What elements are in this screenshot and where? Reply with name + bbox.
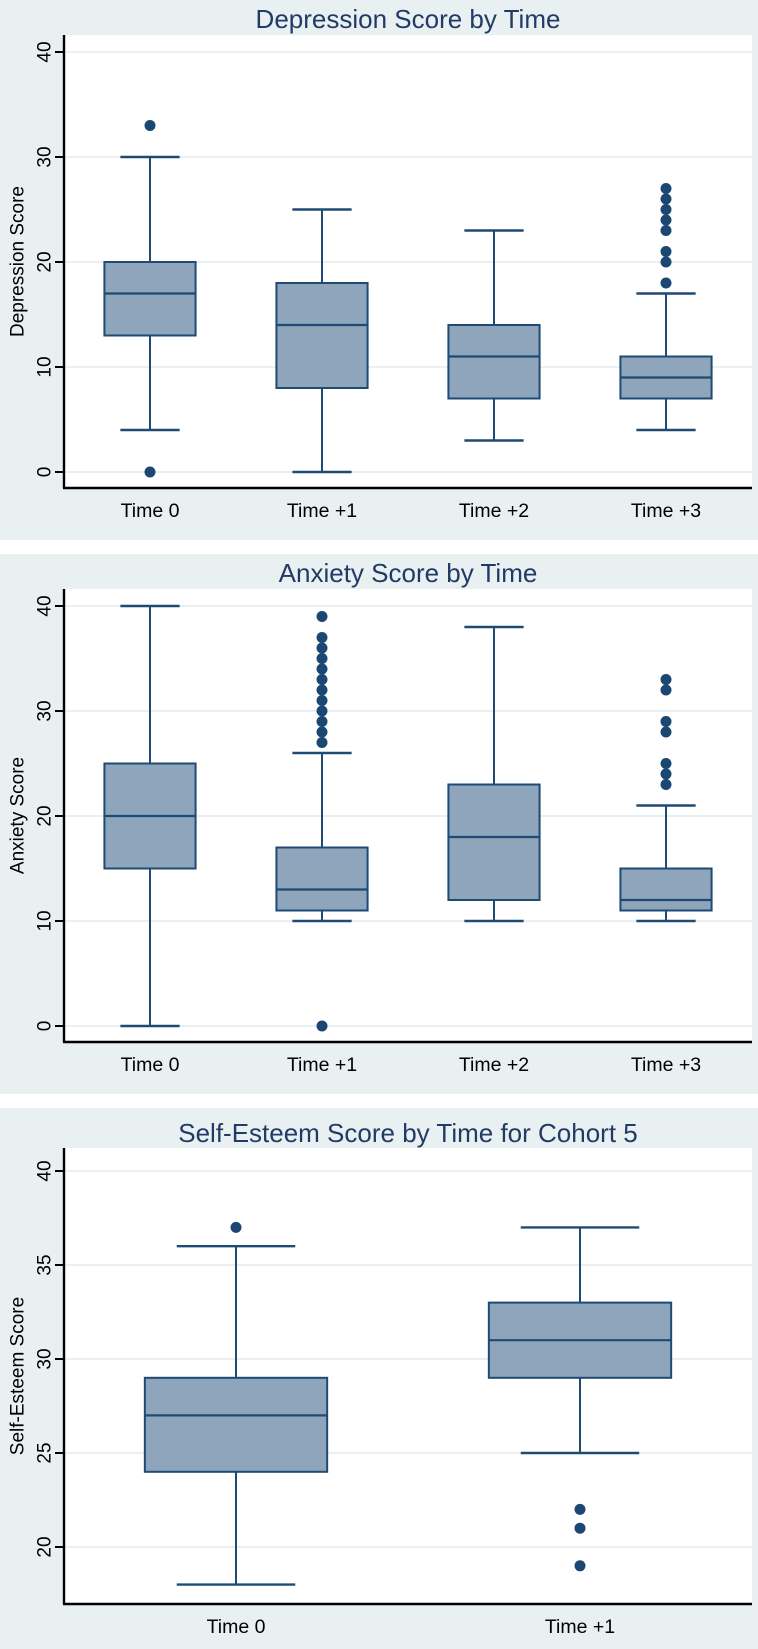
- y-tick-label: 20: [35, 1536, 56, 1557]
- x-category-label: Time 0: [121, 500, 180, 522]
- iqr-box: [143, 1376, 329, 1473]
- box-group-time-plus3: [619, 674, 713, 923]
- outlier-dot: [660, 225, 672, 236]
- box-group-time-plus1: [275, 611, 369, 1032]
- outlier-dot: [316, 663, 328, 675]
- x-category-label: Time 0: [207, 1616, 266, 1638]
- outlier-dot: [574, 1560, 586, 1572]
- outlier-dot: [660, 256, 672, 268]
- y-tick-label: 35: [35, 1254, 56, 1275]
- outlier-dot: [316, 642, 328, 654]
- self-esteem-box-chart: 20 25 30 35 40 Self-Esteem Score by Time for …: [0, 1108, 758, 1649]
- x-category-label: Time +3: [631, 500, 701, 522]
- box-group-time-0: [103, 604, 197, 1028]
- x-category-label: Time +2: [459, 500, 529, 522]
- anxiety-box-chart: 0 10 20 30 40 Anxiety Score by Time Anxiety Sc…: [0, 554, 758, 1094]
- y-tick-label: 30: [35, 146, 56, 167]
- outlier-dot: [316, 705, 328, 717]
- box-group-time-plus3: [619, 183, 713, 432]
- y-axis-label: Anxiety Score: [8, 757, 29, 874]
- outlier-dot: [316, 632, 328, 643]
- y-axis-label: Self-Esteem Score: [8, 1297, 29, 1455]
- outlier-dot: [660, 183, 672, 194]
- outlier-dot: [660, 246, 672, 257]
- outlier-dot: [660, 768, 672, 780]
- outlier-dot: [316, 695, 328, 706]
- box-group-time-0: [143, 1221, 329, 1586]
- outlier-dot: [660, 716, 672, 727]
- y-tick-label: 25: [35, 1442, 56, 1463]
- x-category-label: Time +1: [287, 1054, 357, 1076]
- y-tick-label: 40: [35, 595, 56, 616]
- outlier-dot: [144, 120, 156, 131]
- x-category-label: Time 0: [121, 1054, 180, 1076]
- outlier-dot: [574, 1503, 586, 1515]
- depression-box-chart: 0 10 20 30 40 Depression Score by Time Depress…: [0, 0, 758, 540]
- outlier-dot: [316, 726, 328, 738]
- y-tick-label: 10: [35, 910, 56, 931]
- y-tick-label: 0: [35, 467, 56, 478]
- outlier-dot: [144, 466, 156, 478]
- y-tick-label: 20: [35, 251, 56, 272]
- outlier-dot: [316, 653, 328, 664]
- outlier-dot: [660, 204, 672, 215]
- y-tick-label: 0: [35, 1021, 56, 1032]
- box-plot-svg: 0 10 20 30 40 Anxiety Score by Time Anxiety Sc…: [0, 554, 758, 1094]
- outlier-dot: [316, 674, 328, 685]
- chart-title: Depression Score by Time: [256, 4, 561, 34]
- box-plot-svg: 20 25 30 35 40 Self-Esteem Score by Time for …: [0, 1108, 758, 1649]
- box-group-time-plus2: [447, 625, 541, 923]
- y-tick-label: 30: [35, 700, 56, 721]
- box-group-time-plus1: [275, 208, 369, 474]
- outlier-dot: [660, 277, 672, 289]
- outlier-dot: [316, 737, 328, 748]
- x-category-label: Time +2: [459, 1054, 529, 1076]
- iqr-box: [447, 324, 541, 400]
- outlier-dot: [316, 684, 328, 696]
- outlier-dot: [574, 1522, 586, 1534]
- outlier-dot: [230, 1221, 242, 1233]
- outlier-dot: [316, 716, 328, 727]
- outlier-dot: [316, 611, 328, 622]
- y-axis-label: Depression Score: [8, 186, 29, 337]
- y-tick-label: 30: [35, 1348, 56, 1369]
- outlier-dot: [316, 1020, 328, 1032]
- iqr-box: [103, 261, 197, 337]
- box-plot-svg: 0 10 20 30 40 Depression Score by Time Depress…: [0, 0, 758, 540]
- x-category-label: Time +1: [287, 500, 357, 522]
- outlier-dot: [660, 214, 672, 226]
- chart-title: Self-Esteem Score by Time for Cohort 5: [178, 1118, 638, 1148]
- box-group-time-plus2: [447, 229, 541, 442]
- outlier-dot: [660, 674, 672, 685]
- box-group-time-0: [103, 120, 197, 478]
- outlier-dot: [660, 684, 672, 696]
- outlier-dot: [660, 758, 672, 769]
- outlier-dot: [660, 193, 672, 205]
- y-tick-label: 40: [35, 1160, 56, 1181]
- iqr-box: [275, 282, 369, 389]
- y-tick-label: 20: [35, 805, 56, 826]
- iqr-box: [619, 867, 713, 912]
- x-category-label: Time +3: [631, 1054, 701, 1076]
- y-tick-label: 40: [35, 41, 56, 62]
- x-category-label: Time +1: [545, 1616, 615, 1638]
- box-group-time-plus1: [487, 1226, 673, 1572]
- iqr-box: [447, 783, 541, 901]
- chart-title: Anxiety Score by Time: [279, 558, 538, 588]
- outlier-dot: [660, 726, 672, 738]
- iqr-box: [275, 846, 369, 912]
- outlier-dot: [660, 779, 672, 790]
- y-tick-label: 10: [35, 356, 56, 377]
